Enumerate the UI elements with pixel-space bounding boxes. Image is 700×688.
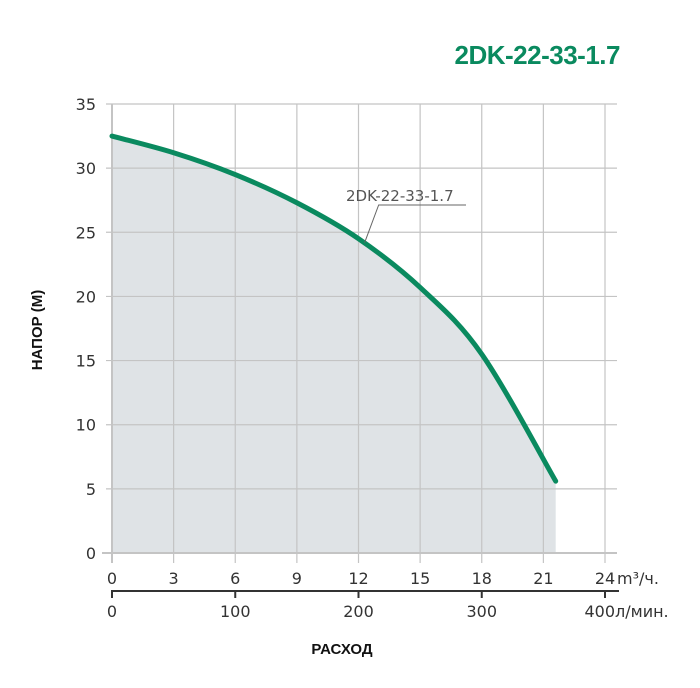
y-tick-label: 35: [76, 95, 96, 114]
x2-tick-label: 200: [343, 602, 374, 621]
x2-tick-label: 300: [466, 602, 497, 621]
y-tick-label: 25: [76, 223, 96, 242]
x-axis-ticks-primary: 0 3 6 9 12 15 18 21 24 m³/ч.: [107, 569, 659, 588]
y-tick-label: 5: [86, 480, 96, 499]
x-tick-label: 9: [292, 569, 302, 588]
x-unit-secondary: л/мин.: [615, 602, 669, 621]
x2-tick-label: 400: [584, 602, 615, 621]
area-under-curve: [112, 136, 556, 554]
x-tick-label: 15: [410, 569, 430, 588]
y-tick-label: 0: [86, 544, 96, 563]
performance-curve: [109, 133, 559, 484]
x2-tick-label: 0: [107, 602, 117, 621]
x-tick-label: 21: [533, 569, 553, 588]
curve-annotation: 2DK-22-33-1.7: [346, 187, 466, 243]
x2-tick-label: 100: [220, 602, 251, 621]
y-tick-label: 30: [76, 159, 96, 178]
x-axis-title: РАСХОД: [311, 641, 372, 658]
x-tick-label: 12: [348, 569, 368, 588]
x-tick-label: 0: [107, 569, 117, 588]
y-tick-label: 15: [76, 352, 96, 371]
chart-title: 2DK-22-33-1.7: [454, 40, 621, 70]
y-tick-label: 20: [76, 287, 96, 306]
grid-lines: [102, 103, 617, 563]
y-tick-label: 10: [76, 416, 96, 435]
curve-line: [109, 133, 559, 484]
x-unit-primary: m³/ч.: [617, 569, 659, 588]
y-axis-ticks: 0 5 10 15 20 25 30 35: [76, 95, 96, 563]
x-tick-label: 6: [230, 569, 240, 588]
y-axis-title: НАПОР (М): [29, 290, 46, 371]
x-tick-label: 24: [595, 569, 615, 588]
annotation-label: 2DK-22-33-1.7: [346, 187, 454, 205]
area-fill: [112, 136, 556, 554]
x-axis-secondary: 0 100 200 300 400 л/мин.: [107, 590, 669, 621]
annotation-leader: [364, 204, 466, 243]
x-tick-label: 3: [169, 569, 179, 588]
x-tick-label: 18: [472, 569, 492, 588]
